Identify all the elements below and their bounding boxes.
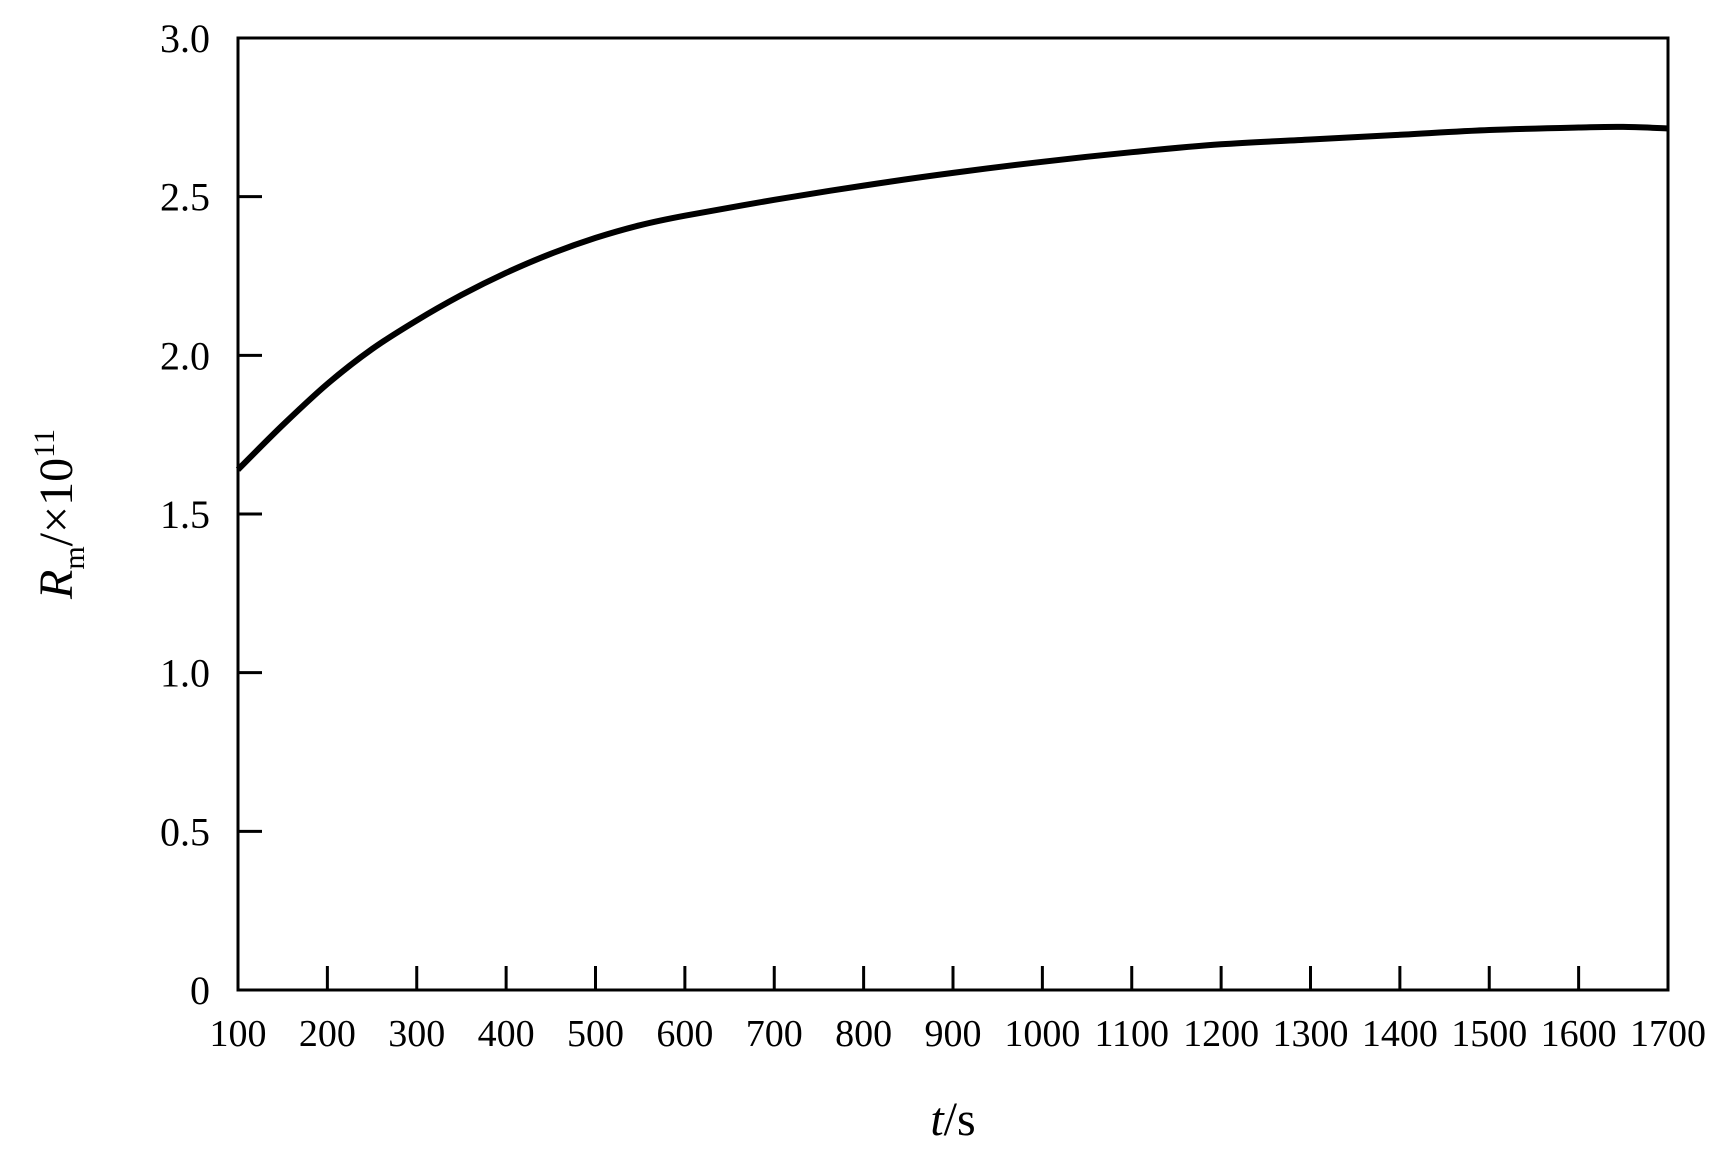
x-tick-label: 300 [388, 1013, 445, 1055]
x-tick-label: 700 [746, 1013, 803, 1055]
x-tick-label: 100 [210, 1013, 267, 1055]
y-tick-label: 1.5 [160, 492, 210, 537]
x-tick-label: 500 [567, 1013, 624, 1055]
x-tick-label: 600 [656, 1013, 713, 1055]
x-tick-label: 200 [299, 1013, 356, 1055]
x-tick-label: 800 [835, 1013, 892, 1055]
x-axis-variable: t [930, 1093, 945, 1146]
x-tick-label: 1700 [1630, 1013, 1706, 1055]
plot-frame [236, 36, 1670, 992]
series-line [235, 123, 1669, 472]
x-tick-label: 900 [925, 1013, 982, 1055]
x-tick-label: 1300 [1273, 1013, 1349, 1055]
y-axis-exponent: 11 [28, 429, 61, 458]
y-axis-multiplier: /×10 [30, 458, 83, 546]
y-axis-variable: R [30, 570, 83, 600]
y-tick-label: 3.0 [160, 16, 210, 61]
series-layer [235, 123, 1669, 472]
x-tick-label: 1100 [1094, 1013, 1169, 1055]
y-tick-label: 2.0 [160, 333, 210, 378]
x-axis-title: t/s [930, 1093, 975, 1146]
y-axis-ticks: 0 0.5 1.0 1.5 2.0 2.5 3.0 [160, 16, 262, 1013]
x-tick-label: 1600 [1541, 1013, 1617, 1055]
y-tick-label: 0.5 [160, 809, 210, 854]
y-tick-label: 1.0 [160, 651, 210, 696]
x-axis-unit: /s [944, 1093, 976, 1146]
y-tick-label: 2.5 [160, 175, 210, 220]
y-axis-title: Rm/×1011 [28, 429, 91, 600]
y-axis-subscript: m [58, 546, 91, 569]
x-tick-label: 400 [478, 1013, 535, 1055]
x-tick-label: 1500 [1451, 1013, 1527, 1055]
x-tick-label: 1000 [1004, 1013, 1080, 1055]
x-axis-ticks: 100 200 300 400 500 600 700 800 900 1000 1100 1200 1… [210, 966, 1706, 1055]
x-tick-label: 1200 [1183, 1013, 1259, 1055]
x-tick-label: 1400 [1362, 1013, 1438, 1055]
y-tick-label: 0 [190, 968, 210, 1013]
